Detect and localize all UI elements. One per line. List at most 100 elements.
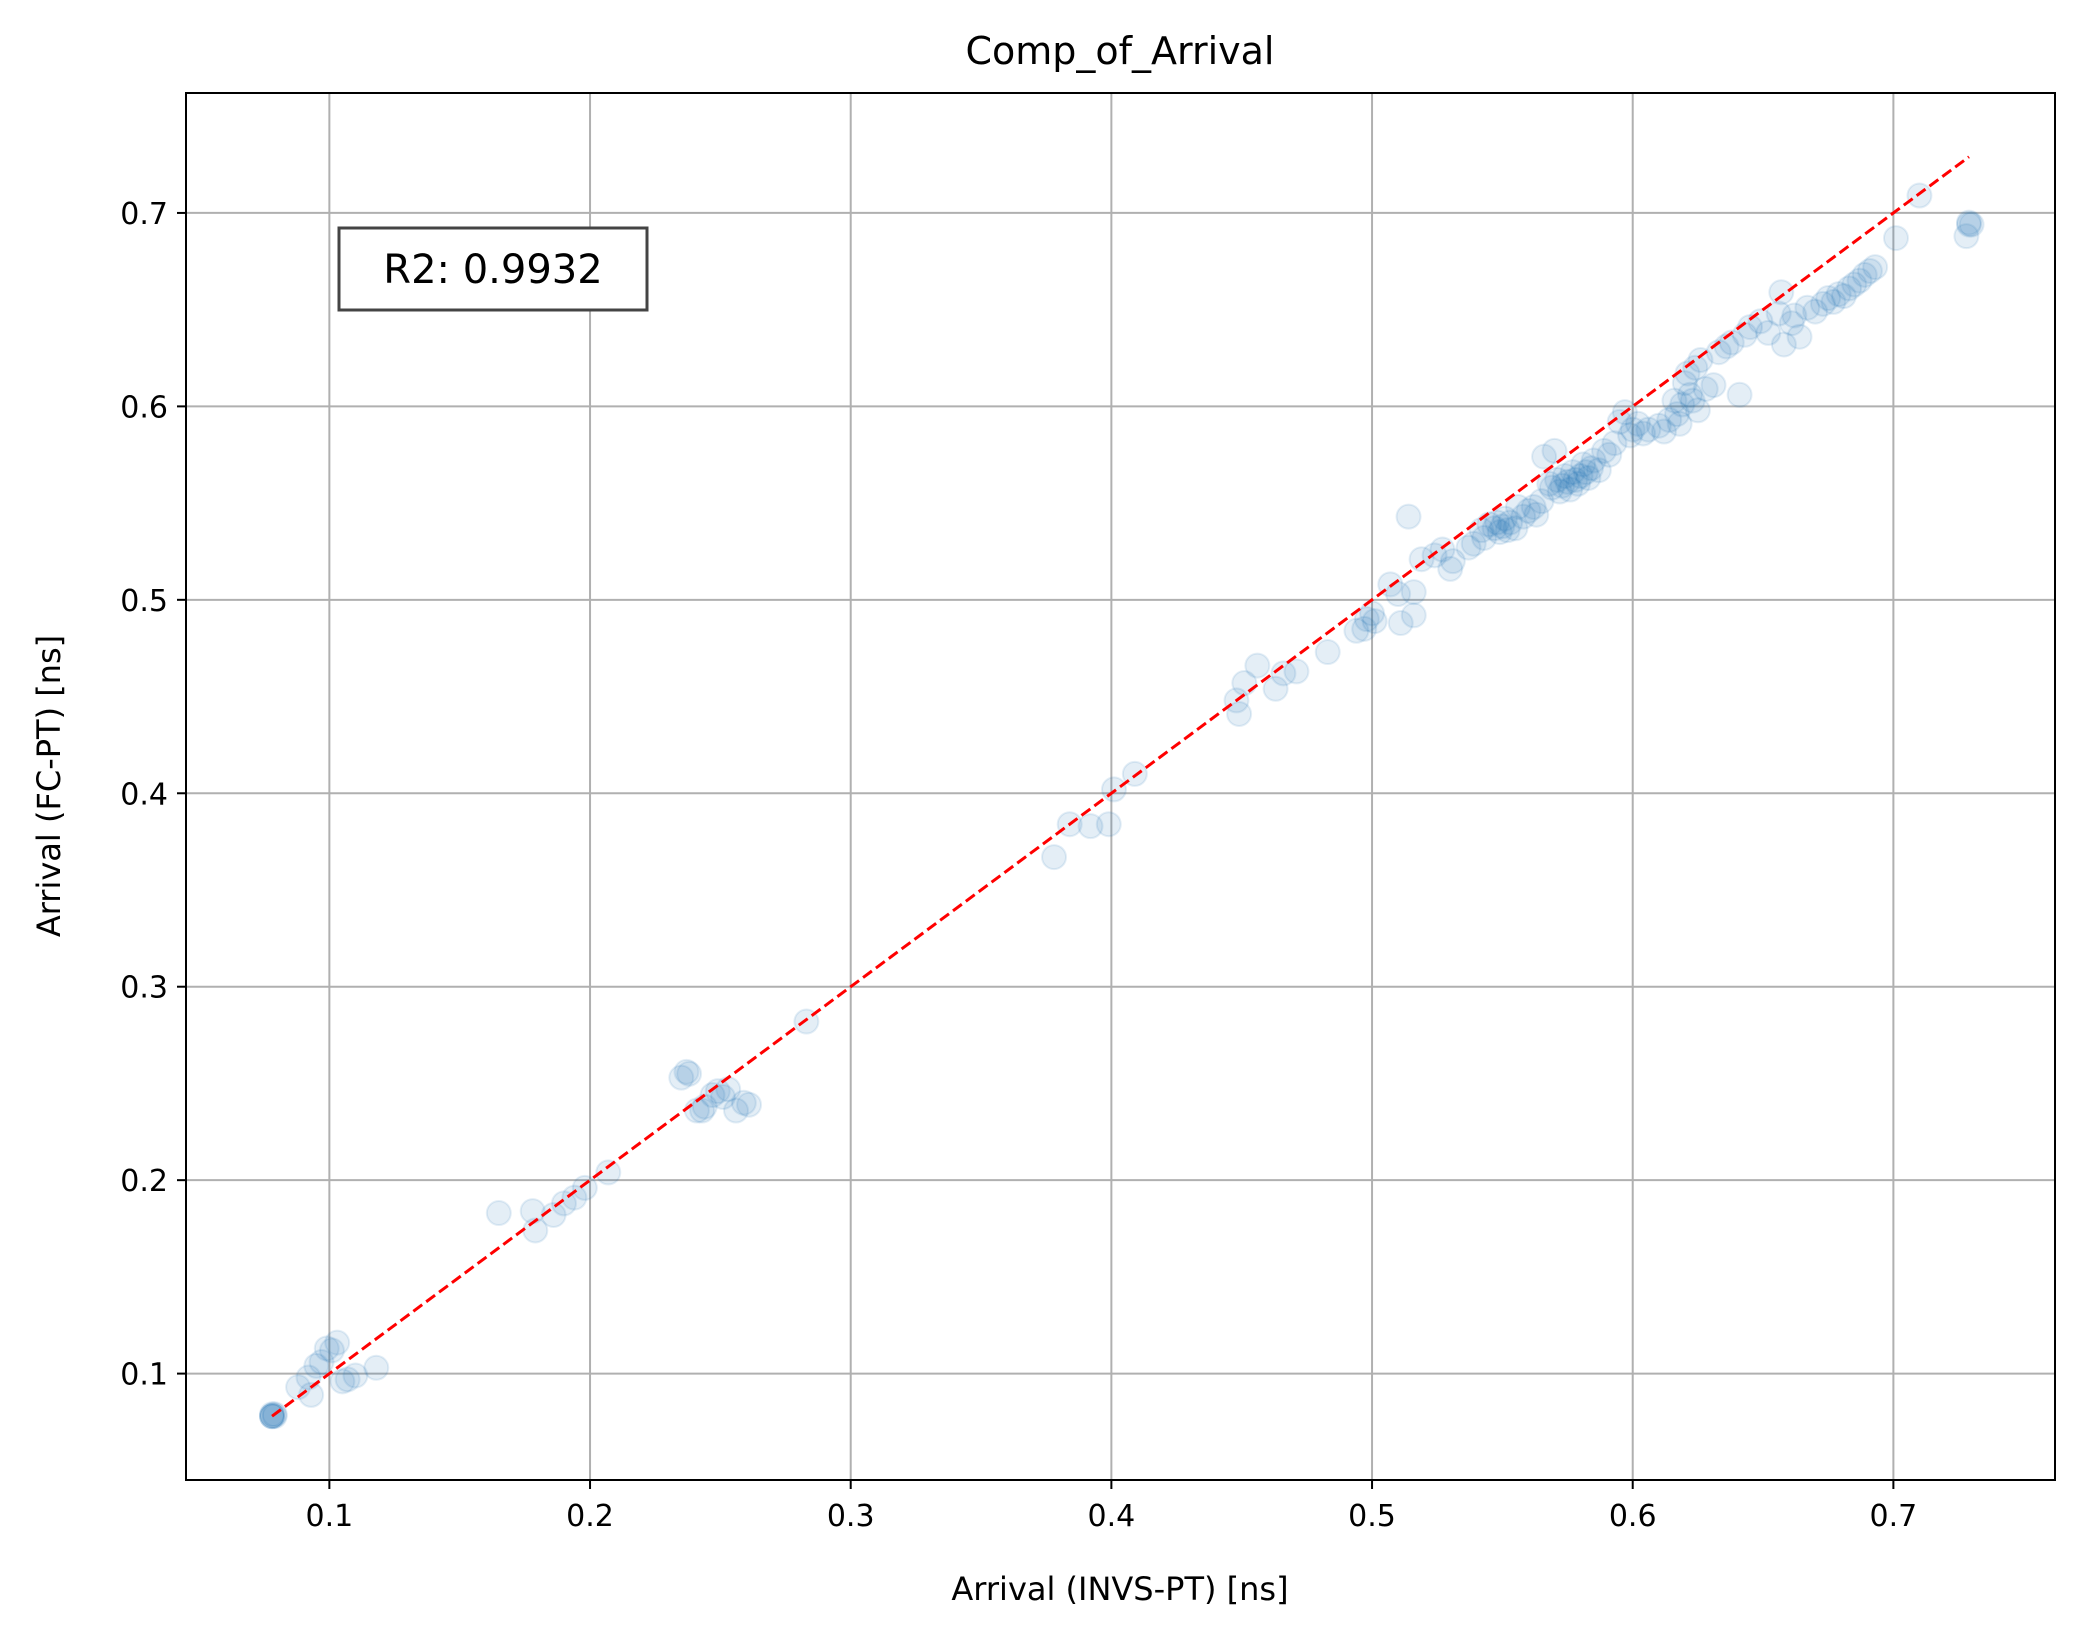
x-tick-label: 0.7 — [1870, 1499, 1918, 1534]
scatter-point — [1471, 524, 1498, 551]
scatter-point — [1794, 294, 1821, 321]
scatter-point — [1455, 534, 1482, 561]
scatter-point — [1400, 602, 1427, 629]
scatter-point — [550, 1190, 577, 1217]
scatter-point — [1687, 346, 1714, 373]
scatter-point — [1682, 354, 1709, 381]
scatter-point — [1353, 606, 1380, 633]
scatter-point — [1955, 209, 1982, 236]
scatter-point — [1541, 437, 1568, 464]
scatter-point — [1825, 281, 1852, 308]
scatter-point — [1765, 300, 1792, 327]
scatter-point — [1955, 211, 1982, 238]
scatter-point — [1624, 410, 1651, 437]
scatter-point — [1781, 302, 1808, 329]
scatter-point — [1481, 515, 1508, 542]
scatter-point — [1580, 447, 1607, 474]
scatter-point — [1650, 418, 1677, 445]
scatter-point — [704, 1078, 731, 1105]
scatter-point — [709, 1083, 736, 1110]
scatter-point — [303, 1352, 330, 1379]
scatter-point — [571, 1174, 598, 1201]
scatter-point — [1564, 470, 1591, 497]
scatter-point — [313, 1335, 340, 1362]
scatter-point — [1551, 463, 1578, 490]
scatter-point — [676, 1060, 703, 1087]
scatter-point — [1882, 225, 1909, 252]
scatter-point — [1505, 493, 1532, 520]
scatter-point — [1244, 652, 1271, 679]
fit-line-layer — [271, 155, 1970, 1418]
scatter-point — [1684, 397, 1711, 424]
scatter-point — [668, 1064, 695, 1091]
scatter-point — [1226, 700, 1253, 727]
scatter-point — [730, 1089, 757, 1116]
x-tick-label: 0.4 — [1088, 1499, 1136, 1534]
x-tick-label: 0.3 — [827, 1499, 875, 1534]
scatter-point — [1486, 519, 1513, 546]
scatter-point — [1841, 271, 1868, 298]
r2-annotation-text: R2: 0.9932 — [383, 247, 602, 293]
scatter-point — [1677, 381, 1704, 408]
scatter-point — [1077, 813, 1104, 840]
scatter-point — [1544, 466, 1571, 493]
scatter-point — [1906, 182, 1933, 209]
scatter-point — [1820, 288, 1847, 315]
scatter-point — [1523, 501, 1550, 528]
scatter-point — [1836, 275, 1863, 302]
scatter-point — [324, 1329, 351, 1356]
scatter-point — [1510, 503, 1537, 530]
scatter-point — [334, 1366, 361, 1393]
scatter-point — [1862, 254, 1889, 281]
scatter-point — [1601, 430, 1628, 457]
scatter-point — [1606, 408, 1633, 435]
x-tick-label: 0.6 — [1609, 1499, 1657, 1534]
scatter-point — [1484, 509, 1511, 536]
y-tick-label: 0.3 — [120, 971, 168, 1006]
fit-line — [271, 155, 1970, 1418]
scatter-point — [1387, 610, 1414, 637]
scatter-point — [1619, 416, 1646, 443]
scatter-point — [1538, 474, 1565, 501]
scatter-point — [723, 1097, 750, 1124]
r2-annotation: R2: 0.9932 — [337, 226, 649, 312]
scatter-point — [1692, 375, 1719, 402]
scatter-point — [736, 1091, 763, 1118]
scatter-point — [1262, 675, 1289, 702]
y-tick-label: 0.6 — [120, 390, 168, 425]
scatter-point — [1095, 811, 1122, 838]
scatter-point — [1460, 530, 1487, 557]
scatter-point — [1546, 478, 1573, 505]
scatter-point — [342, 1362, 369, 1389]
scatter-point — [673, 1058, 700, 1085]
scatter-point — [1562, 466, 1589, 493]
scatter-point — [1570, 451, 1597, 478]
scatter-point — [1270, 660, 1297, 687]
scatter-point — [1489, 513, 1516, 540]
scatter-point — [1567, 463, 1594, 490]
scatter-point — [1515, 497, 1542, 524]
plot-frame — [185, 92, 2056, 1481]
scatter-point — [1630, 420, 1657, 447]
scatter-point — [1536, 470, 1563, 497]
scatter-point — [1041, 844, 1068, 871]
x-axis-title: Arrival (INVS-PT) [ns] — [951, 1570, 1288, 1608]
scatter-point — [1768, 279, 1795, 306]
scatter-point — [1554, 468, 1581, 495]
scatter-point — [1497, 509, 1524, 536]
scatter-point — [1645, 412, 1672, 439]
scatter-point — [1669, 391, 1696, 418]
scatter-point — [1314, 639, 1341, 666]
scatter-point — [1755, 319, 1782, 346]
scatter-point — [1856, 257, 1883, 284]
grid — [186, 93, 2055, 1480]
scatter-point — [1439, 548, 1466, 575]
scatter-point — [261, 1403, 288, 1430]
chart-title: Comp_of_Arrival — [965, 29, 1274, 73]
scatter-point — [1121, 760, 1148, 787]
scatter-point — [1810, 290, 1837, 317]
scatter-point — [1520, 493, 1547, 520]
scatter-point — [1664, 401, 1691, 428]
scatter-point — [1531, 443, 1558, 470]
